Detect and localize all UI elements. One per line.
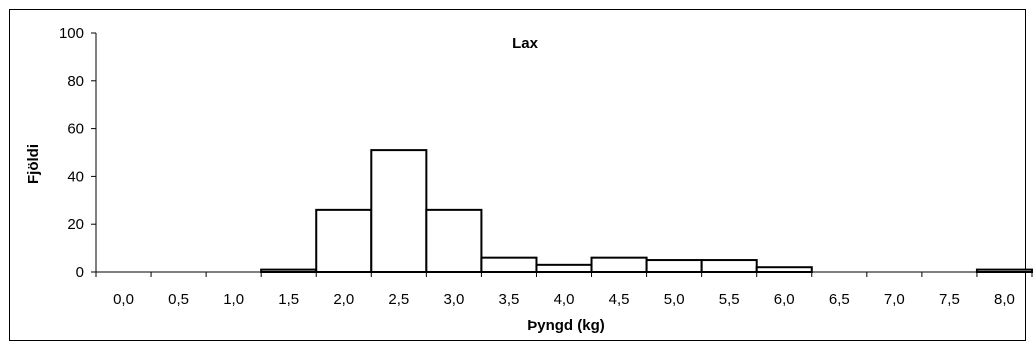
x-tick-label-1-5: 1,5 bbox=[278, 291, 299, 308]
bar-5-0 bbox=[645, 259, 703, 273]
y-tick-label-60: 60 bbox=[67, 121, 84, 138]
x-tick-label-3-5: 3,5 bbox=[499, 291, 520, 308]
x-tick-label-6-5: 6,5 bbox=[829, 291, 850, 308]
y-tick-label-80: 80 bbox=[67, 73, 84, 90]
y-axis-title: Fjöldi bbox=[25, 144, 42, 184]
chart-title: Lax bbox=[512, 35, 539, 52]
axes-layer bbox=[91, 32, 1033, 277]
x-tick-label-5-0: 5,0 bbox=[664, 291, 685, 308]
bar-4-5 bbox=[590, 256, 648, 274]
y-tick-label-100: 100 bbox=[59, 25, 84, 42]
y-tick-label-0: 0 bbox=[76, 264, 84, 281]
bar-2-5 bbox=[370, 149, 428, 273]
y-tick-label-20: 20 bbox=[67, 216, 84, 233]
x-tick-label-5-5: 5,5 bbox=[719, 291, 740, 308]
x-tick-label-2-5: 2,5 bbox=[388, 291, 409, 308]
bar-5-5 bbox=[700, 259, 758, 273]
x-tick-label-0-0: 0,0 bbox=[113, 291, 134, 308]
bar-6-0 bbox=[755, 266, 813, 274]
x-tick-label-4-0: 4,0 bbox=[554, 291, 575, 308]
x-tick-label-7-5: 7,5 bbox=[939, 291, 960, 308]
x-axis-title: Þyngd (kg) bbox=[527, 317, 605, 334]
y-tick-label-40: 40 bbox=[67, 168, 84, 185]
bar-3-5 bbox=[480, 256, 538, 274]
x-tick-label-3-0: 3,0 bbox=[443, 291, 464, 308]
x-tick-label-2-0: 2,0 bbox=[333, 291, 354, 308]
x-tick-label-0-5: 0,5 bbox=[168, 291, 189, 308]
chart-border bbox=[9, 9, 1026, 341]
x-tick-label-8-0: 8,0 bbox=[994, 291, 1015, 308]
bar-3-0 bbox=[425, 208, 483, 273]
x-tick-label-4-5: 4,5 bbox=[609, 291, 630, 308]
x-tick-label-6-0: 6,0 bbox=[774, 291, 795, 308]
labels-layer: 0 20 40 60 80 100 0,0 0,5 1,0 1,5 2,0 2,5 3,0 3,5 4,0 4… bbox=[59, 25, 1015, 308]
x-tick-label-7-0: 7,0 bbox=[884, 291, 905, 308]
x-tick-label-1-0: 1,0 bbox=[223, 291, 244, 308]
bar-2-0 bbox=[315, 208, 373, 273]
bars-layer bbox=[260, 149, 1034, 274]
bar-4-0 bbox=[535, 263, 593, 273]
